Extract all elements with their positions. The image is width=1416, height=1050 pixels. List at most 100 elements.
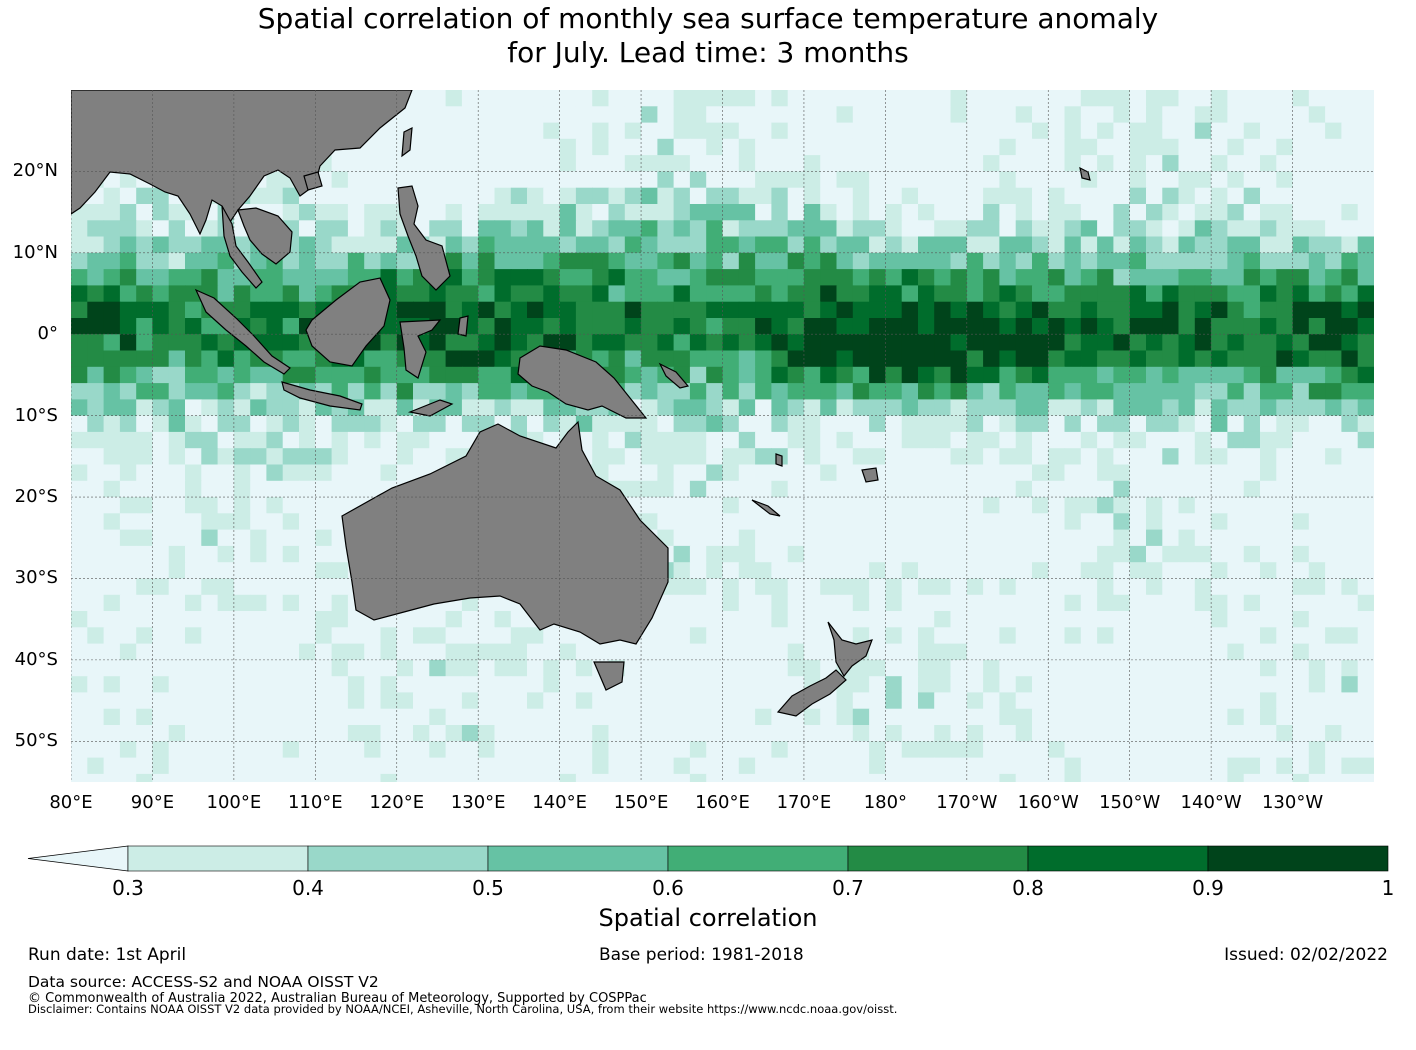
field-cell: [722, 269, 740, 286]
field-cell: [624, 236, 642, 254]
field-cell: [1032, 659, 1049, 677]
field-cell: [331, 708, 349, 726]
field-cell: [771, 138, 789, 156]
field-cell: [413, 301, 430, 319]
run-date: Run date: 1st April: [28, 945, 187, 965]
field-cell: [755, 676, 772, 694]
field-cell: [185, 725, 202, 742]
field-cell: [201, 659, 219, 677]
field-cell: [266, 578, 284, 596]
field-cell: [1032, 269, 1049, 286]
field-cell: [87, 334, 105, 352]
field-cell: [299, 399, 316, 417]
field-cell: [1162, 627, 1180, 645]
field-cell: [689, 399, 707, 417]
field-cell: [869, 106, 886, 124]
field-cell: [494, 187, 512, 205]
field-cell: [527, 318, 544, 335]
field-cell: [136, 611, 154, 628]
field-cell: [575, 773, 593, 782]
field-cell: [429, 448, 447, 466]
field-cell: [168, 399, 186, 417]
field-cell: [1276, 187, 1294, 205]
field-cell: [1260, 285, 1277, 303]
field-cell: [1146, 318, 1163, 335]
field-cell: [934, 562, 952, 580]
field-cell: [136, 220, 154, 238]
field-cell: [787, 415, 805, 433]
field-cell: [852, 236, 870, 254]
field-cell: [1211, 122, 1228, 140]
field-cell: [803, 269, 821, 286]
field-cell: [641, 366, 658, 384]
field-cell: [299, 431, 316, 449]
field-cell: [771, 366, 789, 384]
field-cell: [1129, 204, 1147, 221]
field-cell: [1097, 155, 1114, 172]
field-cell: [641, 204, 658, 221]
field-cell: [1178, 236, 1196, 254]
field-cell: [478, 383, 496, 400]
field-cell: [331, 594, 349, 612]
field-cell: [1260, 464, 1277, 482]
land-masses: [71, 90, 1091, 717]
field-cell: [1243, 383, 1261, 400]
field-cell: [836, 497, 854, 514]
field-cell: [1178, 594, 1196, 612]
field-cell: [1276, 383, 1294, 400]
field-cell: [494, 285, 512, 303]
field-cell: [1162, 269, 1180, 286]
field-cell: [1064, 269, 1082, 286]
field-cell: [233, 578, 251, 596]
field-cell: [934, 366, 952, 384]
field-cell: [1113, 578, 1131, 596]
field-cell: [136, 334, 154, 352]
field-cell: [201, 220, 219, 238]
field-cell: [380, 204, 398, 221]
field-cell: [380, 448, 398, 466]
field-cell: [869, 529, 886, 547]
field-cell: [396, 627, 414, 645]
field-cell: [217, 269, 235, 286]
field-cell: [1308, 334, 1326, 352]
field-cell: [657, 252, 675, 270]
field-cell: [738, 236, 756, 254]
field-cell: [1276, 106, 1294, 124]
field-cell: [217, 497, 235, 514]
field-cell: [315, 627, 333, 645]
field-cell: [787, 138, 805, 156]
field-cell: [820, 285, 838, 303]
field-cell: [803, 350, 821, 368]
land-fiji: [861, 467, 879, 483]
field-cell: [1048, 187, 1066, 205]
field-cell: [250, 513, 268, 531]
field-cell: [771, 155, 789, 172]
field-cell: [1243, 334, 1261, 352]
field-cell: [738, 252, 756, 270]
field-cell: [1227, 334, 1245, 352]
field-cell: [738, 269, 756, 286]
field-cell: [1178, 708, 1196, 726]
field-cell: [934, 676, 952, 694]
field-cell: [983, 578, 1000, 596]
field-cell: [266, 594, 284, 612]
field-cell: [233, 659, 251, 677]
field-cell: [1080, 236, 1098, 254]
field-cell: [266, 480, 284, 498]
field-cell: [282, 692, 300, 710]
field-cell: [1015, 448, 1033, 466]
field-cell: [1211, 611, 1228, 628]
field-cell: [136, 236, 154, 254]
field-cell: [1227, 236, 1245, 254]
field-cell: [1097, 350, 1114, 368]
field-cell: [852, 301, 870, 319]
field-cell: [1032, 627, 1049, 645]
field-cell: [461, 334, 479, 352]
field-cell: [706, 627, 724, 645]
field-cell: [592, 204, 610, 221]
field-cell: [706, 448, 724, 466]
field-cell: [71, 480, 88, 498]
field-cell: [836, 513, 854, 531]
field-cell: [1129, 578, 1147, 596]
